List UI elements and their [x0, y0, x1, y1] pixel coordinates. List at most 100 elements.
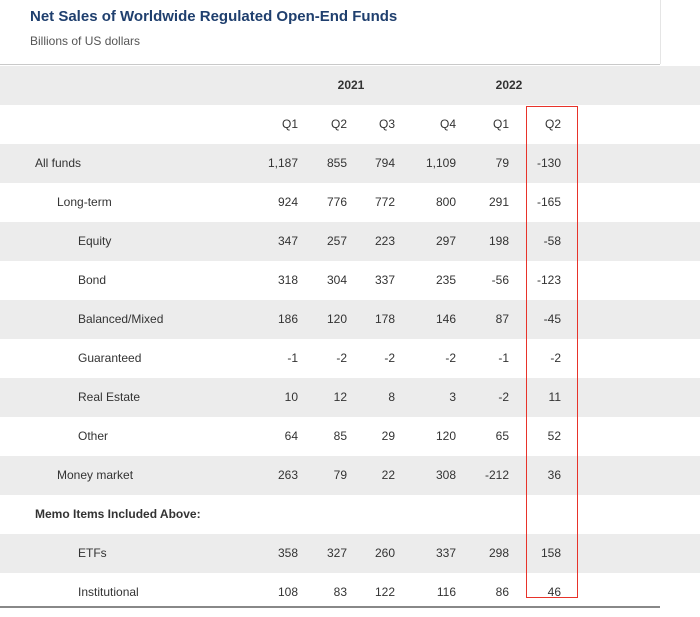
table-cell: 298: [488, 546, 509, 560]
table-cell: 22: [381, 468, 395, 482]
table-cell: 327: [326, 546, 347, 560]
table-cell: 29: [381, 429, 395, 443]
table-row: Institutional 108 83 122 116 86 46: [0, 573, 700, 612]
column-header-2022-q1: Q1: [492, 117, 509, 131]
table-cell: 46: [547, 585, 561, 599]
row-label: All funds: [35, 156, 82, 170]
table-cell: 11: [548, 390, 561, 404]
table-cell: 86: [495, 585, 509, 599]
table-cell: -212: [484, 468, 509, 482]
column-header-2022-q2: Q2: [544, 117, 561, 131]
row-label: Institutional: [78, 585, 139, 599]
table-row: All funds 1,187 855 794 1,109 79 -130: [0, 144, 700, 183]
row-label: Balanced/Mixed: [78, 312, 164, 326]
table-cell: 263: [277, 468, 298, 482]
table-cell: 235: [435, 273, 456, 287]
table-bottom-rule: [0, 606, 660, 608]
year-header-2021: 2021: [337, 78, 365, 92]
year-header-2022: 2022: [495, 78, 523, 92]
table-cell: 87: [495, 312, 509, 326]
table-cell: 116: [436, 585, 456, 599]
table-cell: 304: [326, 273, 347, 287]
table-cell: 122: [374, 585, 395, 599]
quarter-header-row: Q1 Q2 Q3 Q4 Q1 Q2: [0, 105, 700, 144]
table-cell: -165: [536, 195, 561, 209]
table-cell: 146: [435, 312, 456, 326]
table-cell: 186: [277, 312, 298, 326]
column-header-2021-q3: Q3: [378, 117, 395, 131]
table-cell: -2: [336, 351, 347, 365]
year-header-row: 2021 2022: [0, 66, 700, 105]
table-cell: -2: [550, 351, 561, 365]
table-row: Real Estate 10 12 8 3 -2 11: [0, 378, 700, 417]
table-cell: 855: [326, 156, 347, 170]
table-cell: 198: [488, 234, 509, 248]
table-cell: 337: [374, 273, 395, 287]
column-header-2021-q2: Q2: [330, 117, 347, 131]
table-cell: 223: [374, 234, 395, 248]
row-label: Long-term: [57, 195, 112, 209]
table-cell: 318: [277, 273, 298, 287]
table-cell: 291: [488, 195, 509, 209]
row-label: Memo Items Included Above:: [35, 507, 201, 521]
table-cell: 800: [435, 195, 456, 209]
table-cell: 308: [435, 468, 456, 482]
table-cell: -2: [445, 351, 456, 365]
table-cell: -2: [384, 351, 395, 365]
table-top-rule: [0, 64, 660, 65]
table-cell: 65: [495, 429, 509, 443]
table-cell: 924: [277, 195, 298, 209]
chart-title: Net Sales of Worldwide Regulated Open-En…: [30, 8, 398, 25]
table-row: Bond 318 304 337 235 -56 -123: [0, 261, 700, 300]
table-cell: 64: [284, 429, 298, 443]
table-row: Equity 347 257 223 297 198 -58: [0, 222, 700, 261]
table-row: Long-term 924 776 772 800 291 -165: [0, 183, 700, 222]
table-cell: 1,187: [267, 156, 298, 170]
table-cell: 12: [333, 390, 347, 404]
table-cell: 260: [374, 546, 395, 560]
column-header-2021-q1: Q1: [281, 117, 298, 131]
table-cell: -1: [287, 351, 298, 365]
row-label: Other: [78, 429, 109, 443]
table-cell: 8: [388, 390, 395, 404]
net-sales-table: 2021 2022 Q1 Q2 Q3 Q4 Q1 Q2 All funds 1,187 855 79 4…: [0, 66, 700, 612]
table-row: Balanced/Mixed 186 120 178 146 87 -45: [0, 300, 700, 339]
chart-subtitle: Billions of US dollars: [30, 34, 141, 48]
table-cell: 772: [374, 195, 395, 209]
table-cell: 10: [284, 390, 298, 404]
table-cell: 120: [326, 312, 347, 326]
row-label: Equity: [78, 234, 112, 248]
table-row: Memo Items Included Above:: [0, 495, 700, 534]
column-header-2021-q4: Q4: [439, 117, 456, 131]
table-cell: 83: [333, 585, 347, 599]
table-cell: 52: [547, 429, 561, 443]
table-cell: 347: [277, 234, 298, 248]
table-cell: 79: [333, 468, 347, 482]
table-cell: 776: [326, 195, 347, 209]
table-cell: 337: [435, 546, 456, 560]
table-cell: 85: [333, 429, 347, 443]
table-cell: 79: [495, 156, 509, 170]
table-row: Other 64 85 29 120 65 52: [0, 417, 700, 456]
table-cell: 257: [326, 234, 347, 248]
table-cell: 158: [540, 546, 561, 560]
row-label: Real Estate: [78, 390, 141, 404]
table-cell: -1: [498, 351, 509, 365]
table-cell: 297: [435, 234, 456, 248]
table-cell: 36: [547, 468, 561, 482]
table-cell: 358: [277, 546, 298, 560]
table-cell: 178: [374, 312, 395, 326]
row-label: Money market: [57, 468, 134, 482]
table-row: Guaranteed -1 -2 -2 -2 -1 -2: [0, 339, 700, 378]
table-cell: 108: [277, 585, 298, 599]
row-label: ETFs: [78, 546, 107, 560]
table-cell: 3: [449, 390, 456, 404]
table-row: ETFs 358 327 260 337 298 158: [0, 534, 700, 573]
table-cell: -2: [498, 390, 509, 404]
table-cell: -123: [536, 273, 561, 287]
table-cell: -58: [543, 234, 561, 248]
table-cell: -130: [536, 156, 561, 170]
row-label: Bond: [78, 273, 107, 287]
row-label: Guaranteed: [78, 351, 142, 365]
table-cell: 1,109: [425, 156, 456, 170]
